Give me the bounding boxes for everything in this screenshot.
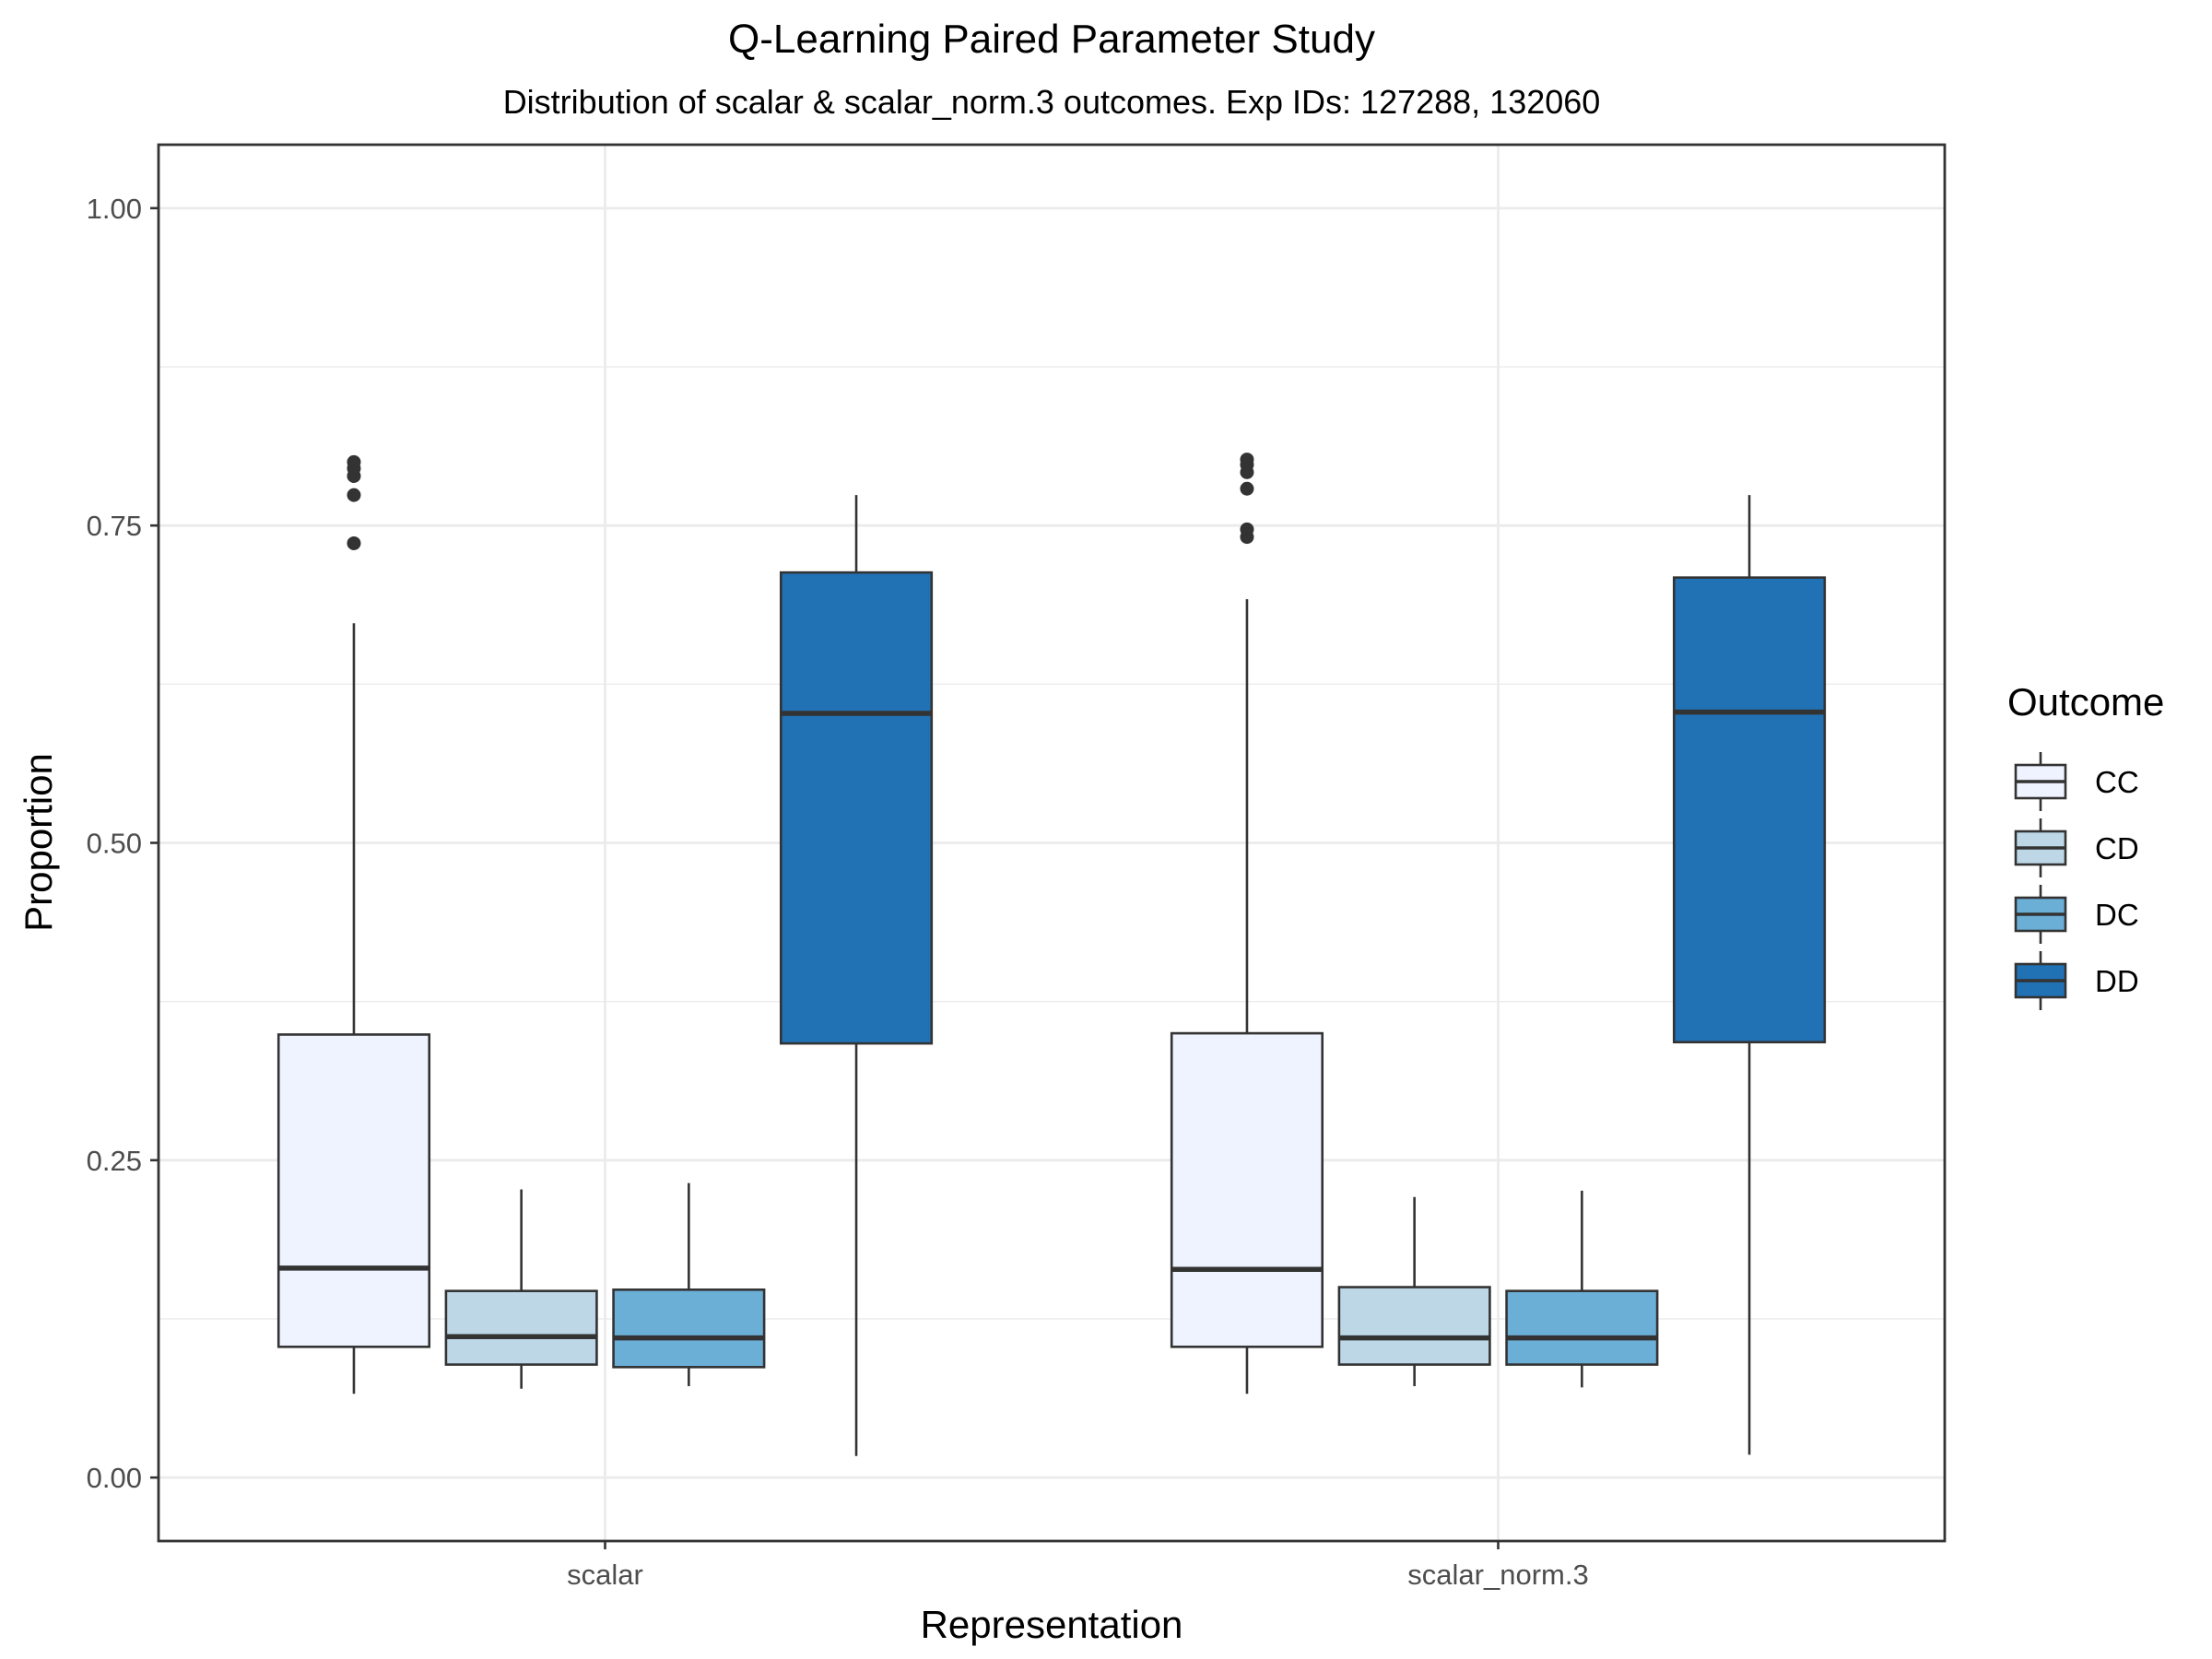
y-tick-label: 0.25 bbox=[87, 1145, 142, 1177]
outlier-point bbox=[1240, 522, 1254, 536]
legend: CC CD DC DD bbox=[2014, 752, 2139, 1010]
box-iqr bbox=[276, 1033, 431, 1348]
box-DC-scalar bbox=[612, 1182, 766, 1386]
y-tick-label: 0.50 bbox=[87, 828, 142, 860]
box-iqr bbox=[444, 1289, 598, 1366]
box-iqr bbox=[1170, 1031, 1324, 1348]
box-iqr bbox=[1337, 1286, 1491, 1366]
outlier-point bbox=[1240, 481, 1254, 496]
box-CD-scalar_norm.3 bbox=[1337, 1196, 1491, 1386]
y-tick-label: 0.75 bbox=[87, 510, 142, 542]
y-tick-label: 0.00 bbox=[87, 1462, 142, 1494]
box-DD-scalar_norm.3 bbox=[1672, 495, 1827, 1455]
legend-item-DC: DC bbox=[2014, 885, 2139, 944]
legend-item-CD: CD bbox=[2014, 818, 2139, 877]
box-DD-scalar bbox=[779, 495, 934, 1456]
chart-title: Q-Learning Paired Parameter Study bbox=[728, 17, 1375, 62]
legend-label: DC bbox=[2095, 898, 2139, 932]
outlier-point bbox=[347, 535, 361, 550]
y-axis-title: Proportion bbox=[17, 753, 60, 932]
box-CC-scalar_norm.3 bbox=[1170, 453, 1324, 1394]
outlier-point bbox=[1240, 453, 1254, 467]
outlier-point bbox=[347, 488, 361, 502]
legend-label: DD bbox=[2095, 964, 2139, 998]
box-CD-scalar bbox=[444, 1189, 598, 1389]
axes-layer: 0.00 0.25 0.50 0.75 1.00 scalar scalar_norm.3 bbox=[87, 143, 1947, 1591]
box-iqr bbox=[1672, 576, 1827, 1044]
x-tick-label: scalar bbox=[567, 1559, 643, 1591]
legend-item-CC: CC bbox=[2014, 752, 2139, 811]
box-DC-scalar_norm.3 bbox=[1505, 1190, 1659, 1388]
y-tick-label: 1.00 bbox=[87, 193, 142, 225]
legend-label: CC bbox=[2095, 765, 2139, 799]
legend-title: Outcome bbox=[2007, 680, 2164, 724]
legend-item-DD: DD bbox=[2014, 951, 2139, 1010]
x-axis-title: Representation bbox=[921, 1603, 1183, 1646]
box-iqr bbox=[612, 1288, 766, 1369]
chart-subtitle: Distribution of scalar & scalar_norm.3 o… bbox=[503, 83, 1601, 121]
x-tick-label: scalar_norm.3 bbox=[1407, 1559, 1588, 1591]
outlier-point bbox=[347, 454, 361, 469]
marks-layer bbox=[276, 453, 1827, 1456]
box-iqr bbox=[1505, 1289, 1659, 1366]
box-iqr bbox=[779, 571, 934, 1045]
legend-label: CD bbox=[2095, 831, 2139, 865]
box-CC-scalar bbox=[276, 454, 431, 1394]
